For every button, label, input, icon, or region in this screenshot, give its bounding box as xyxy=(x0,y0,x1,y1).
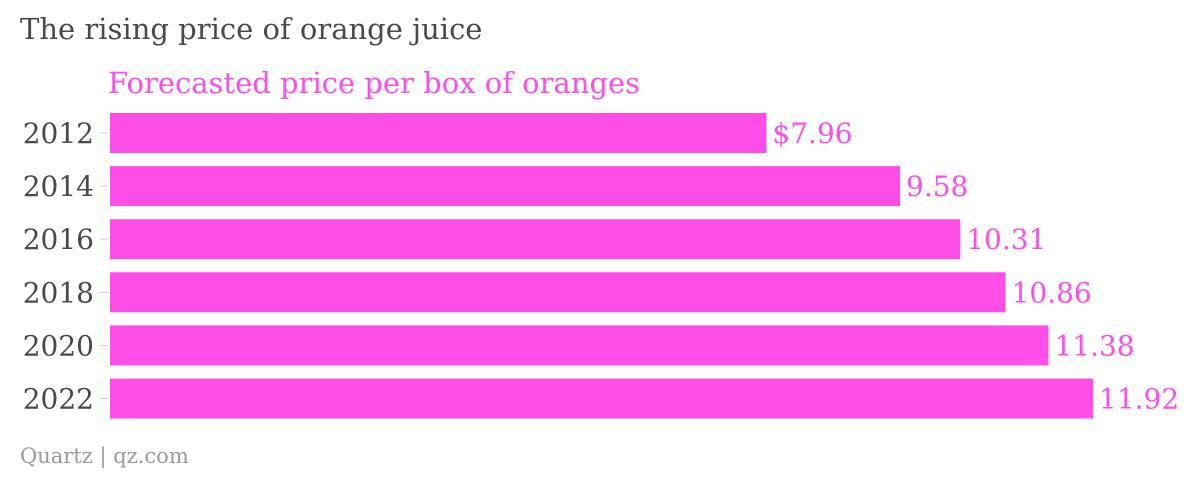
bar-2014 xyxy=(110,166,901,207)
category-label: 2014 xyxy=(23,170,94,203)
category-label: 2012 xyxy=(23,117,94,150)
category-label: 2022 xyxy=(23,383,94,416)
category-label: 2018 xyxy=(23,276,94,309)
category-label: 2020 xyxy=(23,329,94,362)
chart-title: The rising price of orange juice xyxy=(20,12,483,46)
value-label: 11.38 xyxy=(1054,329,1134,362)
bars-group xyxy=(110,113,1093,419)
value-label: 10.31 xyxy=(966,223,1046,256)
bar-2016 xyxy=(110,219,961,260)
value-label: 11.92 xyxy=(1099,383,1179,416)
bar-2020 xyxy=(110,325,1049,366)
category-label: 2016 xyxy=(23,223,94,256)
value-label: $7.96 xyxy=(772,117,852,150)
value-label: 10.86 xyxy=(1012,276,1092,309)
value-labels: $7.96 9.58 10.31 10.86 11.38 11.92 xyxy=(772,117,1179,416)
value-label: 9.58 xyxy=(906,170,968,203)
bar-2012 xyxy=(110,113,767,153)
category-labels: 2012 2014 2016 2018 2020 2022 xyxy=(23,117,94,416)
source-credit: Quartz | qz.com xyxy=(20,444,189,468)
bar-2018 xyxy=(110,272,1006,313)
axis-ticks xyxy=(100,132,108,399)
series-label: Forecasted price per box of oranges xyxy=(108,66,641,100)
bar-2022 xyxy=(110,378,1093,419)
